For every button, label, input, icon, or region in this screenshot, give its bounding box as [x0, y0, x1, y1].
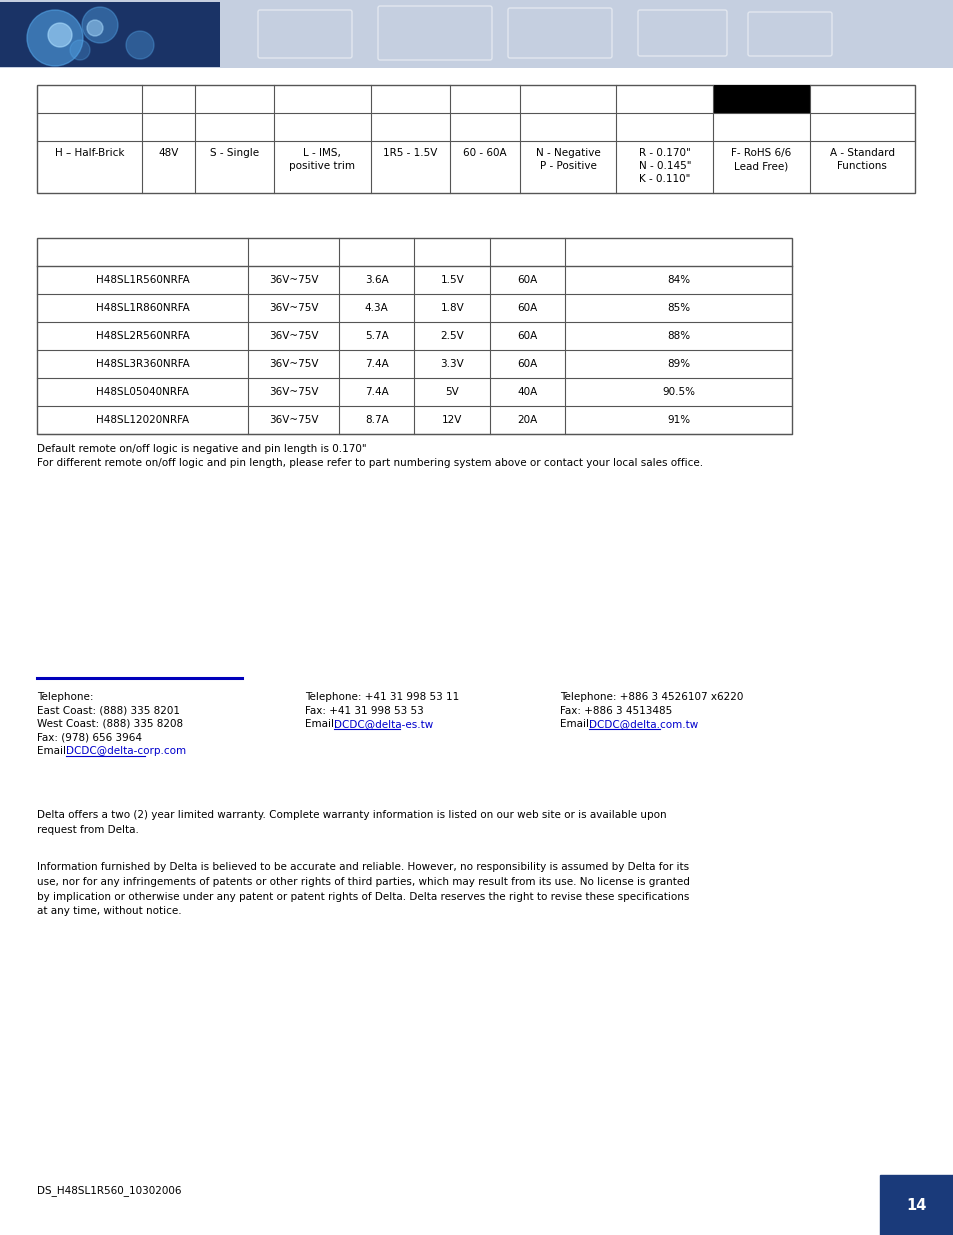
Text: R - 0.170"
N - 0.145"
K - 0.110": R - 0.170" N - 0.145" K - 0.110": [638, 148, 690, 184]
Text: DS_H48SL1R560_10302006: DS_H48SL1R560_10302006: [37, 1186, 181, 1195]
Text: 48V: 48V: [158, 148, 179, 158]
Text: 91%: 91%: [666, 415, 690, 425]
Text: Email:: Email:: [37, 746, 72, 756]
Text: 84%: 84%: [666, 275, 690, 285]
Circle shape: [27, 10, 83, 65]
Text: 60A: 60A: [517, 275, 537, 285]
FancyBboxPatch shape: [712, 85, 809, 112]
Text: L - IMS,
positive trim: L - IMS, positive trim: [289, 148, 355, 172]
Circle shape: [87, 20, 103, 36]
Text: 1.8V: 1.8V: [440, 303, 464, 312]
Text: West Coast: (888) 335 8208: West Coast: (888) 335 8208: [37, 719, 183, 729]
Text: F- RoHS 6/6
Lead Free): F- RoHS 6/6 Lead Free): [730, 148, 791, 172]
Text: 85%: 85%: [666, 303, 690, 312]
Text: Default remote on/off logic is negative and pin length is 0.170": Default remote on/off logic is negative …: [37, 445, 366, 454]
Text: Information furnished by Delta is believed to be accurate and reliable. However,: Information furnished by Delta is believ…: [37, 862, 689, 916]
Text: 5.7A: 5.7A: [364, 331, 388, 341]
Text: 89%: 89%: [666, 359, 690, 369]
Text: 20A: 20A: [517, 415, 537, 425]
Text: 36V~75V: 36V~75V: [269, 303, 318, 312]
Text: H48SL12020NRFA: H48SL12020NRFA: [96, 415, 189, 425]
Text: 36V~75V: 36V~75V: [269, 331, 318, 341]
Text: East Coast: (888) 335 8201: East Coast: (888) 335 8201: [37, 705, 180, 715]
Text: A - Standard
Functions: A - Standard Functions: [829, 148, 894, 172]
Text: Delta offers a two (2) year limited warranty. Complete warranty information is l: Delta offers a two (2) year limited warr…: [37, 810, 666, 835]
Text: Telephone: +886 3 4526107 x6220: Telephone: +886 3 4526107 x6220: [559, 692, 742, 701]
Text: 3.3V: 3.3V: [440, 359, 464, 369]
Text: S - Single: S - Single: [210, 148, 259, 158]
Text: Email:: Email:: [305, 719, 340, 729]
Text: 12V: 12V: [441, 415, 462, 425]
Text: 90.5%: 90.5%: [661, 387, 695, 396]
Circle shape: [70, 40, 90, 61]
Text: 7.4A: 7.4A: [364, 359, 388, 369]
Text: 1.5V: 1.5V: [440, 275, 464, 285]
Text: For different remote on/off logic and pin length, please refer to part numbering: For different remote on/off logic and pi…: [37, 458, 702, 468]
Text: H48SL3R360NRFA: H48SL3R360NRFA: [95, 359, 190, 369]
FancyBboxPatch shape: [0, 0, 953, 68]
Text: 36V~75V: 36V~75V: [269, 387, 318, 396]
Text: 60A: 60A: [517, 359, 537, 369]
FancyBboxPatch shape: [37, 85, 914, 193]
Text: H48SL05040NRFA: H48SL05040NRFA: [96, 387, 189, 396]
Text: 36V~75V: 36V~75V: [269, 275, 318, 285]
Text: H48SL1R560NRFA: H48SL1R560NRFA: [95, 275, 190, 285]
Circle shape: [82, 7, 118, 43]
Text: Fax: +886 3 4513485: Fax: +886 3 4513485: [559, 705, 672, 715]
Text: 36V~75V: 36V~75V: [269, 359, 318, 369]
Text: 60A: 60A: [517, 331, 537, 341]
Text: 60 - 60A: 60 - 60A: [462, 148, 506, 158]
FancyBboxPatch shape: [37, 238, 791, 433]
Text: 88%: 88%: [666, 331, 690, 341]
FancyBboxPatch shape: [0, 2, 220, 67]
Text: 4.3A: 4.3A: [364, 303, 388, 312]
Text: H – Half-Brick: H – Half-Brick: [55, 148, 124, 158]
Text: DCDC@delta-corp.com: DCDC@delta-corp.com: [66, 746, 186, 756]
Circle shape: [48, 23, 71, 47]
Text: 8.7A: 8.7A: [364, 415, 388, 425]
Polygon shape: [879, 1174, 953, 1235]
Text: 3.6A: 3.6A: [364, 275, 388, 285]
Text: Email:: Email:: [559, 719, 596, 729]
Text: Telephone:: Telephone:: [37, 692, 93, 701]
Text: 1R5 - 1.5V: 1R5 - 1.5V: [382, 148, 436, 158]
Text: 60A: 60A: [517, 303, 537, 312]
Text: 14: 14: [906, 1198, 926, 1213]
Text: H48SL1R860NRFA: H48SL1R860NRFA: [95, 303, 190, 312]
Text: 36V~75V: 36V~75V: [269, 415, 318, 425]
Text: Telephone: +41 31 998 53 11: Telephone: +41 31 998 53 11: [305, 692, 458, 701]
Text: 40A: 40A: [517, 387, 537, 396]
Text: Fax: (978) 656 3964: Fax: (978) 656 3964: [37, 732, 142, 742]
Text: 5V: 5V: [445, 387, 458, 396]
Text: H48SL2R560NRFA: H48SL2R560NRFA: [95, 331, 190, 341]
Text: N - Negative
P - Positive: N - Negative P - Positive: [536, 148, 600, 172]
Text: 2.5V: 2.5V: [440, 331, 464, 341]
Text: DCDC@delta-es.tw: DCDC@delta-es.tw: [334, 719, 433, 729]
Text: Fax: +41 31 998 53 53: Fax: +41 31 998 53 53: [305, 705, 423, 715]
Circle shape: [126, 31, 153, 59]
Text: DCDC@delta.com.tw: DCDC@delta.com.tw: [588, 719, 698, 729]
Text: 7.4A: 7.4A: [364, 387, 388, 396]
